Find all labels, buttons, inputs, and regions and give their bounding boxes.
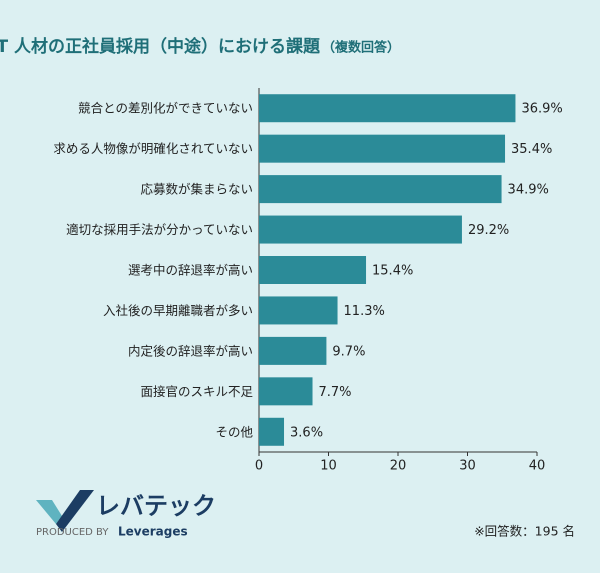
value-label: 29.2% — [468, 223, 509, 238]
bar — [259, 94, 516, 123]
value-label: 7.7% — [319, 385, 352, 400]
bar — [259, 296, 338, 325]
logo-shape — [36, 500, 62, 524]
note: ※回答数：195 名 — [474, 524, 575, 539]
chart-subtitle: （複数回答） — [322, 40, 400, 56]
value-label: 34.9% — [508, 183, 549, 198]
logo-shape — [56, 490, 94, 532]
y-tick-label: 選考中の辞退率が高い — [128, 263, 253, 278]
y-tick-label: 内定後の辞退率が高い — [128, 343, 253, 358]
y-tick-label: 入社後の早期離職者が多い — [103, 303, 253, 318]
bar — [259, 336, 327, 365]
bar — [259, 134, 506, 163]
y-tick-label: 応募数が集まらない — [140, 182, 253, 197]
value-label: 3.6% — [290, 425, 323, 440]
bar — [259, 417, 285, 446]
bar — [259, 256, 367, 284]
value-label: 9.7% — [332, 344, 365, 359]
chart-title: IT 人材の正社員採用（中途）における課題 — [0, 36, 321, 57]
logo-text: レバテック — [96, 492, 216, 520]
value-label: 35.4% — [511, 142, 552, 157]
y-tick-label: その他 — [215, 424, 253, 439]
x-tick-label: 20 — [390, 459, 407, 474]
value-label: 36.9% — [521, 102, 562, 117]
y-tick-label: 競合との差別化ができていない — [78, 101, 253, 116]
x-tick-label: 30 — [459, 459, 476, 474]
value-label: 15.4% — [372, 264, 413, 279]
y-tick-label: 求める人物像が明確化されていない — [53, 141, 253, 156]
y-tick-label: 面接官のスキル不足 — [140, 384, 253, 399]
x-tick-label: 40 — [529, 459, 546, 474]
logo-mark — [36, 490, 94, 532]
produced-by: PRODUCED BY — [36, 527, 109, 538]
bar — [259, 377, 313, 406]
bar — [259, 175, 502, 204]
y-tick-label: 適切な採用手法が分かっていない — [66, 222, 253, 237]
bar — [259, 215, 462, 244]
x-tick-label: 0 — [255, 459, 263, 474]
value-label: 11.3% — [344, 304, 385, 319]
x-tick-label: 10 — [320, 459, 337, 474]
brand: Leverages — [118, 525, 188, 539]
